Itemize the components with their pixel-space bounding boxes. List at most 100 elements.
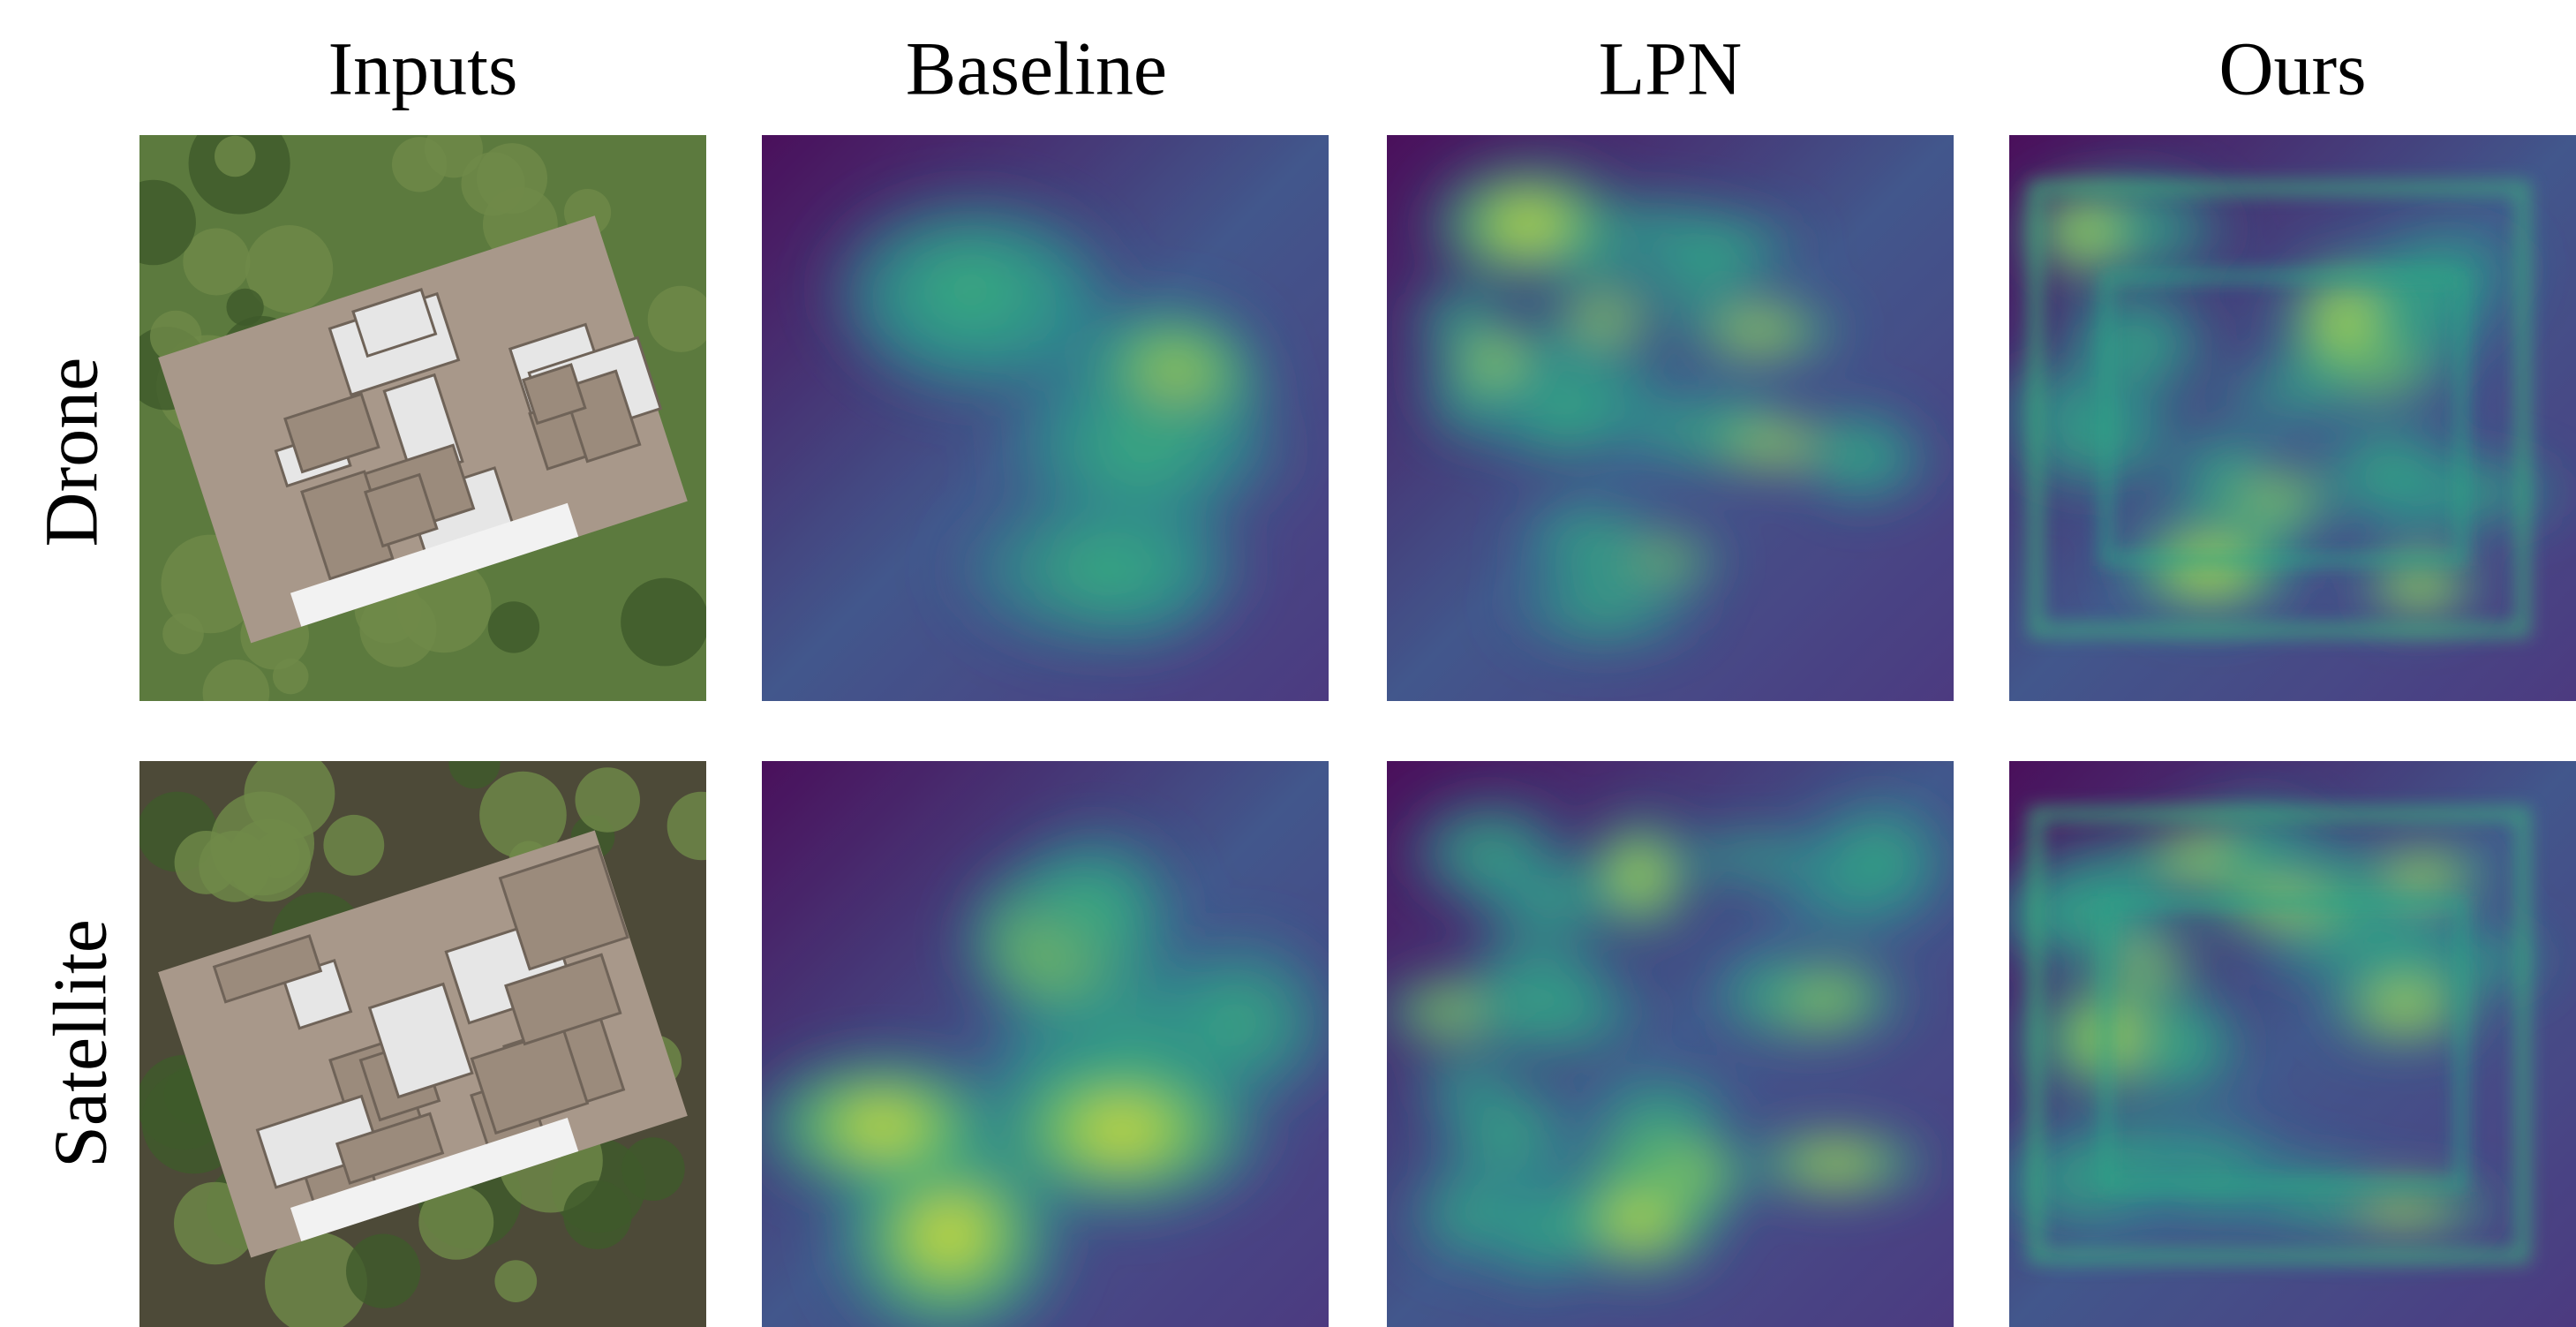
roof — [335, 1112, 445, 1185]
heat-spot — [2121, 824, 2276, 890]
heat-spot — [807, 178, 1132, 393]
heat-spot — [1638, 829, 1870, 886]
tree — [183, 228, 251, 296]
heatmap — [2009, 761, 2576, 1327]
heat-blobs — [1399, 154, 1944, 658]
heat-spot — [1399, 1154, 1541, 1274]
tree — [461, 152, 525, 216]
input-photo — [139, 135, 706, 701]
tree — [487, 601, 540, 653]
heat-spot — [2112, 983, 2256, 1114]
tree — [265, 1232, 367, 1327]
tree — [226, 288, 264, 327]
roof — [351, 288, 438, 358]
heatmap — [2009, 135, 2576, 701]
heat-spot — [2046, 290, 2225, 411]
frame — [2029, 807, 2530, 1263]
overlay — [1387, 135, 1954, 701]
overlay — [762, 135, 1329, 701]
heat-spot — [1436, 328, 1555, 394]
heat-spot — [2313, 963, 2496, 1050]
roof — [561, 369, 642, 464]
heat-spot — [2306, 406, 2468, 534]
heat-spot — [997, 816, 1195, 994]
heat-spot — [1797, 398, 1924, 512]
heat-spot — [1395, 790, 1584, 912]
frame-lines — [2029, 807, 2530, 1263]
facade — [290, 1117, 579, 1241]
tree — [621, 577, 706, 667]
tree — [323, 814, 385, 876]
frame-lines — [2029, 181, 2530, 637]
frame — [2100, 896, 2467, 1192]
tree — [202, 659, 270, 701]
heat-spot — [2166, 422, 2286, 516]
heat-spot — [1545, 1156, 1734, 1285]
input-photo — [139, 761, 706, 1327]
tree — [418, 1184, 494, 1260]
building — [158, 215, 688, 644]
roof — [255, 1094, 382, 1189]
heat-spot — [1729, 1127, 1943, 1201]
heat-spot — [2018, 1118, 2234, 1183]
roof — [212, 934, 323, 1004]
tree — [479, 771, 567, 859]
heat-blobs — [807, 178, 1307, 666]
tree — [139, 179, 196, 266]
heatmap — [762, 135, 1329, 701]
tree — [215, 135, 256, 177]
heat-spot — [2016, 181, 2155, 284]
frame — [2029, 181, 2530, 637]
tree — [345, 1233, 421, 1308]
heat-blobs — [2009, 163, 2576, 626]
heatmap — [762, 761, 1329, 1327]
tree — [199, 830, 271, 902]
overlay — [2009, 761, 2576, 1327]
tree — [667, 791, 706, 861]
heat-spot — [1438, 961, 1669, 1069]
roof — [363, 472, 439, 548]
heat-spot — [1722, 946, 1832, 1023]
heat-spot — [1504, 492, 1676, 592]
tree — [162, 613, 204, 655]
tree — [272, 658, 309, 695]
column-header: Ours — [2218, 26, 2366, 111]
building — [158, 830, 688, 1258]
overlay — [1387, 761, 1954, 1327]
heatmap — [1387, 135, 1954, 701]
heat-spot — [1521, 236, 1674, 298]
column-header: Inputs — [328, 26, 518, 111]
roof — [498, 844, 629, 971]
tree — [448, 761, 501, 789]
tree — [494, 1260, 538, 1302]
facade — [290, 502, 579, 627]
heat-blobs — [762, 816, 1329, 1327]
roof — [504, 953, 622, 1046]
heat-spot — [975, 360, 1307, 545]
heat-spot — [2109, 509, 2309, 625]
tree — [575, 767, 641, 833]
heat-spot — [1792, 788, 1954, 924]
overlay — [762, 761, 1329, 1327]
tree — [563, 1180, 632, 1249]
column-header: LPN — [1599, 26, 1742, 111]
tree — [245, 225, 334, 313]
roof — [283, 392, 380, 474]
row-label: Satellite — [38, 919, 123, 1168]
roof — [367, 982, 474, 1099]
overlay — [2009, 135, 2576, 701]
tree — [647, 285, 706, 352]
heat-spot — [960, 1036, 1284, 1226]
heat-spot — [1463, 881, 1641, 937]
heat-spot — [2258, 841, 2403, 911]
roof — [470, 1027, 590, 1135]
roof — [521, 363, 587, 426]
heat-spot — [1476, 366, 1658, 467]
tree — [391, 137, 448, 192]
image-grid — [139, 135, 2576, 1327]
heat-blobs — [1387, 788, 1954, 1292]
row-label: Drone — [29, 358, 114, 547]
heatmap — [1387, 761, 1954, 1327]
tree — [621, 1137, 685, 1202]
